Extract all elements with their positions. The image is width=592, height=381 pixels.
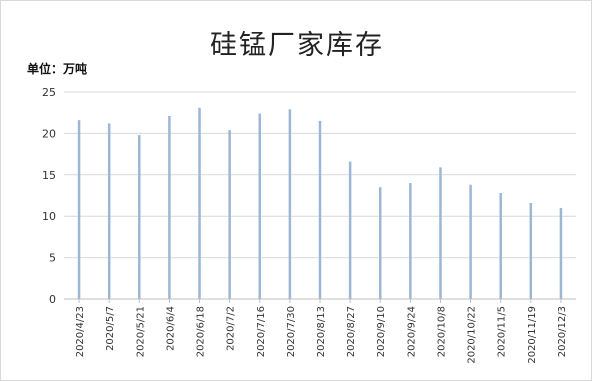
unit-label: 单位：万吨 [27,62,88,76]
y-tick-label: 5 [49,252,56,265]
x-axis: 2020/4/23 2020/5/7 2020/5/21 2020/6/4 2020/6… [64,298,576,364]
x-tick-label: 2020/9/24 [406,306,417,357]
x-tick-label: 2020/10/22 [467,306,478,364]
x-tick-label: 2020/7/30 [286,306,297,357]
y-tick-label: 20 [42,127,56,140]
y-tick-label: 0 [49,293,56,306]
x-tick-label: 2020/9/10 [376,306,387,357]
x-tick-label: 2020/8/13 [316,306,327,357]
x-tick-label: 2020/7/2 [226,306,237,351]
bar [258,113,262,299]
bar [559,207,563,299]
chart-title: 硅锰厂家库存 [210,30,384,61]
bar [198,107,201,300]
y-tick-label: 10 [42,210,56,223]
bar [378,187,382,299]
bar [77,120,81,299]
y-tick-label: 25 [42,86,56,99]
bar [348,161,352,299]
bar [107,123,111,300]
bar [409,183,412,299]
bar [439,167,442,299]
bar [288,109,292,299]
x-tick-label: 2020/6/18 [196,306,207,357]
bar [529,202,533,299]
bar [138,135,141,299]
x-tick-label: 2020/10/8 [436,306,447,357]
bar [469,184,472,299]
y-tick-label: 15 [42,169,56,182]
x-tick-label: 2020/7/16 [256,306,267,357]
x-tick-label: 2020/11/19 [527,306,538,364]
bar [168,116,171,300]
x-tick-label: 2020/4/23 [75,306,86,357]
bar [499,193,502,299]
bars [77,107,563,300]
bar [318,120,322,299]
bar [228,130,231,299]
x-tick-label: 2020/11/5 [497,306,508,357]
y-axis: 0 5 10 15 20 25 [42,86,56,306]
x-tick-label: 2020/6/4 [165,306,176,351]
x-tick-label: 2020/5/7 [105,306,116,351]
x-tick-label: 2020/5/21 [135,306,146,357]
x-tick-label: 2020/12/3 [557,306,568,357]
x-tick-label: 2020/8/27 [346,306,357,357]
